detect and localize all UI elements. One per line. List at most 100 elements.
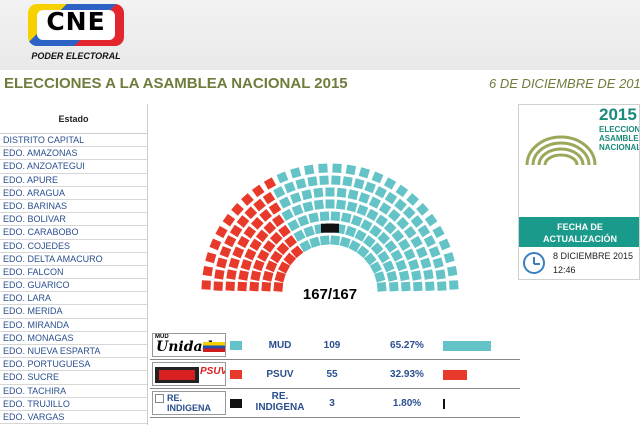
seat xyxy=(424,213,438,227)
state-link[interactable]: EDO. APURE xyxy=(0,174,147,187)
state-link[interactable]: EDO. ANZOATEGUI xyxy=(0,160,147,174)
seat xyxy=(384,191,398,205)
state-link[interactable]: EDO. GUARICO xyxy=(0,279,147,293)
seat xyxy=(428,246,441,258)
seat xyxy=(406,193,419,206)
seat xyxy=(354,229,367,242)
seat xyxy=(350,215,363,227)
seat xyxy=(273,281,284,292)
seat xyxy=(237,281,247,292)
state-link[interactable]: EDO. BARINAS xyxy=(0,200,147,214)
state-link[interactable]: EDO. CARABOBO xyxy=(0,226,147,240)
seat xyxy=(368,196,381,209)
seat xyxy=(395,184,409,198)
seat xyxy=(284,235,298,248)
seat xyxy=(301,189,313,201)
state-link[interactable]: EDO. MONAGAS xyxy=(0,332,147,345)
state-link[interactable]: EDO. ARAGUA xyxy=(0,187,147,200)
seat xyxy=(332,163,342,173)
seat xyxy=(241,193,254,206)
seat xyxy=(276,242,290,256)
seat xyxy=(374,271,386,283)
seat xyxy=(363,252,377,266)
seat xyxy=(250,217,264,230)
state-rows: DISTRITO CAPITAL EDO. AMAZONAS EDO. ANZOAT… xyxy=(0,134,147,425)
seat xyxy=(279,196,292,209)
seat xyxy=(238,270,249,281)
seat xyxy=(274,271,286,283)
seat xyxy=(215,225,228,239)
state-link[interactable]: EDO. NUEVA ESPARTA xyxy=(0,345,147,359)
state-link[interactable]: EDO. AMAZONAS xyxy=(0,147,147,161)
mini-chamber-icon xyxy=(525,135,597,166)
seat xyxy=(415,246,428,259)
state-list-heading: Estado xyxy=(0,104,147,134)
seat xyxy=(374,186,387,199)
state-link[interactable]: EDO. LARA xyxy=(0,292,147,306)
seat xyxy=(383,221,397,235)
mud-party-logo: MUD Unidad xyxy=(152,333,226,357)
seat xyxy=(438,238,451,251)
seat xyxy=(268,202,282,215)
seat xyxy=(243,226,257,239)
update-card: 2015 ELECCIONES ASAMBLEA NACIONAL FECHA … xyxy=(518,104,640,280)
seat xyxy=(423,269,434,280)
seat xyxy=(375,214,388,228)
seat xyxy=(278,224,291,238)
party-share-bar xyxy=(443,399,445,409)
seat xyxy=(214,269,225,280)
seat xyxy=(335,199,347,210)
seat xyxy=(391,229,405,243)
state-link[interactable]: DISTRITO CAPITAL xyxy=(0,134,147,148)
state-link[interactable]: EDO. SUCRE xyxy=(0,371,147,385)
seat xyxy=(330,211,341,222)
state-link[interactable]: EDO. DELTA AMACURO xyxy=(0,253,147,266)
cne-logo[interactable]: CNE PODER ELECTORAL xyxy=(22,4,130,66)
seat xyxy=(201,280,211,290)
seat xyxy=(345,164,356,175)
seat xyxy=(364,181,376,194)
seat xyxy=(263,177,277,190)
seat xyxy=(340,212,352,224)
party-share-bar xyxy=(443,341,491,351)
seat xyxy=(265,260,278,273)
result-row-indigena[interactable]: RE. INDIGENA RE. INDIGENA 3 1.80% xyxy=(150,389,520,418)
seat xyxy=(249,281,260,292)
party-name: RE. INDIGENA xyxy=(255,391,305,413)
seat xyxy=(398,238,411,252)
seat xyxy=(369,261,382,274)
state-list: Estado DISTRITO CAPITAL EDO. AMAZONAS EDO.… xyxy=(0,104,148,425)
indigena-party-logo: RE. INDIGENA xyxy=(152,391,226,415)
seat xyxy=(313,187,324,198)
state-link[interactable]: EDO. BOLIVAR xyxy=(0,213,147,227)
state-link[interactable]: EDO. VARGAS xyxy=(0,411,147,425)
state-link[interactable]: EDO. COJEDES xyxy=(0,240,147,253)
seat xyxy=(303,225,315,238)
seat xyxy=(226,269,237,280)
seat xyxy=(272,214,285,228)
seat xyxy=(325,199,335,209)
seat xyxy=(269,231,283,245)
state-link[interactable]: EDO. PORTUGUESA xyxy=(0,358,147,372)
state-link[interactable]: EDO. MIRANDA xyxy=(0,319,147,332)
state-link[interactable]: EDO. MERIDA xyxy=(0,305,147,319)
result-row-psuv[interactable]: PSUV PSUV 55 32.93% xyxy=(150,360,520,389)
update-info: 8 DICIEMBRE 2015 12:46 xyxy=(519,247,639,279)
state-link[interactable]: EDO. TRUJILLO xyxy=(0,398,147,411)
seat xyxy=(411,270,422,281)
seat xyxy=(449,280,459,290)
seat xyxy=(262,240,276,253)
seat xyxy=(313,199,325,210)
result-row-mud[interactable]: MUD Unidad MUD 109 65.27% xyxy=(150,331,520,360)
seat xyxy=(263,221,277,235)
psuv-party-logo: PSUV xyxy=(152,362,226,386)
card-year: 2015 xyxy=(599,105,637,124)
state-link[interactable]: EDO. FALCON xyxy=(0,266,147,280)
seat xyxy=(339,236,351,248)
seat xyxy=(319,235,330,246)
seat xyxy=(270,250,283,264)
seat xyxy=(232,246,245,259)
seat xyxy=(309,236,321,248)
state-link[interactable]: EDO. TACHIRA xyxy=(0,385,147,398)
seat xyxy=(222,213,236,227)
